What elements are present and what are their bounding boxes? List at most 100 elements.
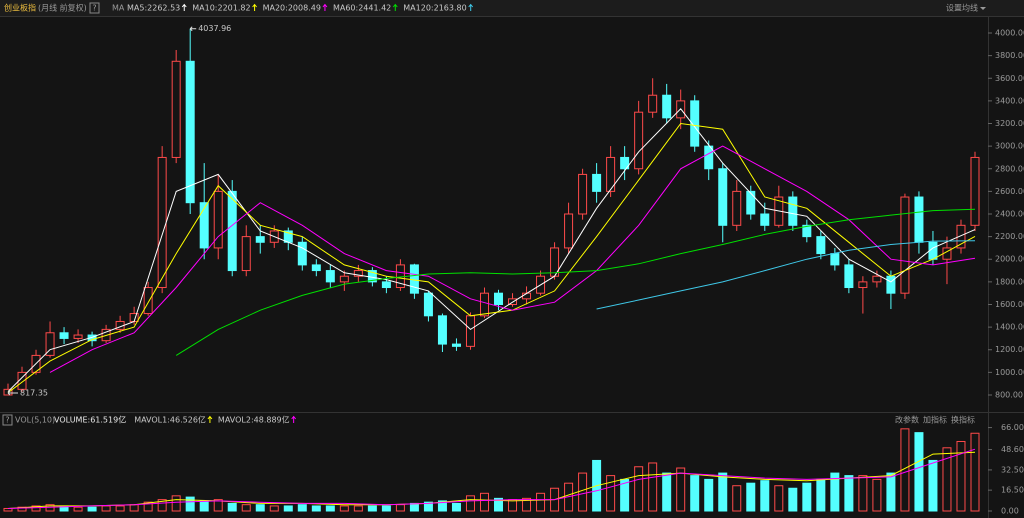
y-tick-label: 3000.00: [995, 142, 1024, 151]
ma-legend: MA120:2163.80: [403, 4, 466, 13]
y-tick-label: 3200.00: [995, 119, 1024, 128]
arrow-icon: [468, 3, 474, 11]
arrow-icon: [322, 3, 328, 11]
volume-bar: [227, 502, 237, 512]
help-box[interactable]: [2, 414, 13, 426]
candle-body: [858, 281, 868, 289]
ma-label: MA: [112, 4, 125, 13]
volume-bar: [970, 432, 980, 512]
candle-body: [381, 281, 391, 289]
volume-bar: [536, 492, 546, 512]
candle-body: [886, 275, 896, 294]
arrow-icon: [181, 3, 187, 11]
volume-bar: [395, 504, 405, 512]
candle-body: [409, 264, 419, 294]
candle-body: [73, 334, 83, 339]
vol-tick-label: 48.60: [1001, 445, 1024, 454]
candle-body: [648, 94, 658, 113]
volume-bar: [367, 505, 377, 512]
y-tick-label: 1600.00: [995, 300, 1024, 309]
volume-bar: [199, 500, 209, 512]
candle-body: [718, 168, 728, 226]
high-label: 4037.96: [198, 24, 231, 33]
candle-body: [564, 213, 574, 249]
volume-bar: [830, 472, 840, 512]
volume-bar: [914, 432, 924, 512]
candle-body: [479, 292, 489, 317]
vol-ma-legend: MAVOL1:46.526亿: [134, 415, 206, 425]
help-box[interactable]: [89, 2, 100, 14]
indicator-button[interactable]: 加指标: [923, 415, 947, 425]
volume-bar: [185, 496, 195, 512]
candle-body: [143, 287, 153, 315]
candle-body: [311, 264, 321, 272]
volume-label: VOLUME:61.519亿: [54, 415, 126, 425]
volume-bar: [760, 480, 770, 512]
indicator-button[interactable]: 换指标: [951, 415, 975, 425]
candle-body: [900, 196, 910, 294]
candle-body: [788, 196, 798, 226]
volume-bar: [451, 502, 461, 512]
volume-bar: [704, 478, 714, 512]
subtitle: (月线 前复权): [38, 3, 87, 13]
volume-bar: [494, 497, 504, 512]
candle-body: [844, 264, 854, 289]
candle-body: [185, 60, 195, 204]
volume-bar: [171, 495, 181, 512]
header-bar: [0, 0, 1024, 16]
settings[interactable]: 设置均线: [946, 3, 978, 13]
volume-bar: [479, 492, 489, 512]
volume-bar: [774, 485, 784, 512]
candle-body: [802, 224, 812, 238]
candle-body: [17, 371, 27, 390]
candle-body: [325, 270, 335, 283]
vol-tick-label: 16.50: [1001, 486, 1024, 495]
help[interactable]: ?: [5, 416, 9, 425]
volume-bar: [283, 505, 293, 512]
volume-bar: [816, 478, 826, 512]
volume-bar: [129, 504, 139, 512]
volume-bar: [101, 505, 111, 512]
volume-bar: [381, 505, 391, 512]
candle-body: [956, 224, 966, 249]
low-pointer: [7, 390, 18, 396]
candle-body: [620, 156, 630, 170]
volume-bar: [844, 475, 854, 512]
volume-bar: [858, 475, 868, 512]
candle-body: [199, 202, 209, 249]
indicator-button[interactable]: 改参数: [895, 415, 919, 425]
candle-body: [662, 94, 672, 119]
dropdown-icon[interactable]: [980, 7, 986, 10]
volume-bar: [157, 499, 167, 512]
ma-line: [175, 208, 976, 356]
volume-bar: [31, 505, 41, 512]
volume-bar: [578, 472, 588, 512]
candle-body: [353, 270, 363, 277]
help[interactable]: ?: [92, 4, 96, 13]
volume-bar: [788, 487, 798, 512]
title: 创业板指: [4, 3, 36, 13]
volume-bar: [676, 467, 686, 512]
y-tick-label: 4000.00: [995, 29, 1024, 38]
ma-legend: MA20:2008.49: [263, 4, 321, 13]
volume-bar: [115, 505, 125, 512]
y-tick-label: 2400.00: [995, 210, 1024, 219]
candle-body: [465, 315, 475, 347]
volume-bar: [606, 475, 616, 512]
y-tick-label: 3400.00: [995, 96, 1024, 105]
volume-bar: [942, 447, 952, 512]
y-tick-label: 1000.00: [995, 368, 1024, 377]
arrow-icon: [291, 415, 297, 423]
volume-bar: [339, 505, 349, 512]
volume-bar: [648, 462, 658, 512]
volume-bar: [297, 504, 307, 512]
ma-legend: MA5:2262.53: [127, 4, 180, 13]
candle-body: [970, 156, 980, 226]
y-tick-label: 800.00: [995, 390, 1023, 399]
candle-body: [746, 190, 756, 215]
volume-bar: [690, 475, 700, 512]
vol-tick-label: 32.50: [1001, 465, 1024, 474]
candle-body: [451, 343, 461, 347]
